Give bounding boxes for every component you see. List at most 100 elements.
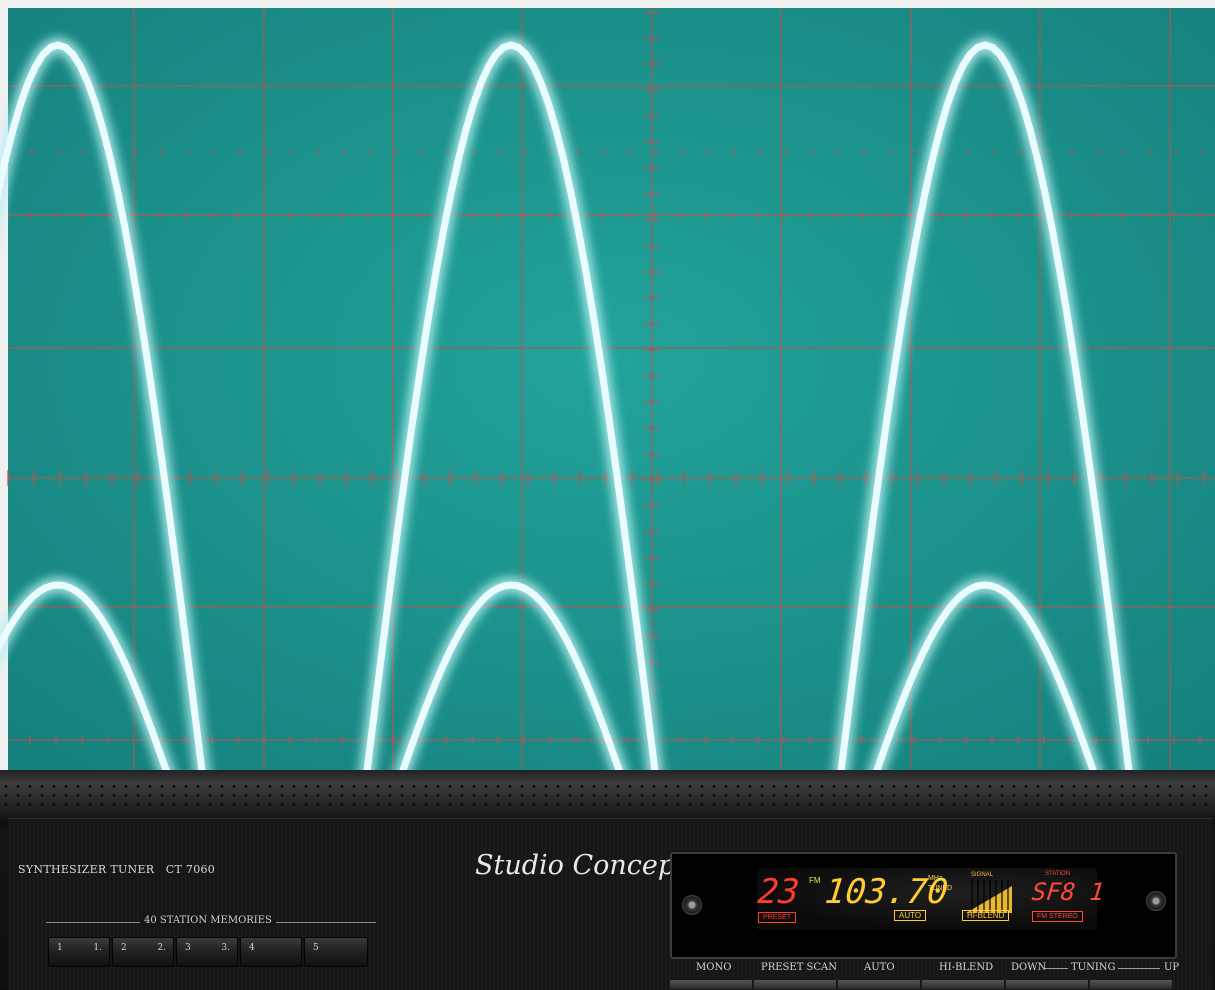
tuner-panel: SYNTHESIZER TUNER CT 7060 Studio Concept…: [0, 770, 1215, 990]
grid-dot: [342, 150, 346, 154]
down-label: DOWN: [1011, 962, 1047, 973]
memory-button-sublabel: 2.: [157, 943, 166, 953]
grid-dot: [1200, 150, 1204, 154]
grid-dot: [862, 150, 866, 154]
stereo-indicator: FM STEREO: [1032, 911, 1083, 922]
band-indicator: FM: [809, 876, 821, 885]
grid-dot: [1096, 150, 1100, 154]
hi-blend-indicator: HI-BLEND: [962, 910, 1010, 921]
memory-button-1[interactable]: 1 1.: [48, 937, 110, 967]
grid-dot: [316, 150, 320, 154]
grid-dot: [992, 150, 996, 154]
memory-button-5[interactable]: 5: [304, 937, 368, 967]
station-label: STATION: [1045, 871, 1071, 877]
memory-button-label: 1: [57, 943, 63, 953]
tuning-divider-left: [1044, 968, 1068, 969]
grid-dot: [1174, 150, 1178, 154]
preset-scan-button[interactable]: [754, 980, 836, 989]
grid-dot: [654, 150, 658, 154]
grid-dot: [1070, 150, 1074, 154]
preset-scan-label: PRESET SCAN: [761, 962, 838, 973]
waveform-trace: [0, 41, 1135, 789]
station-name: SF8 1: [1030, 878, 1106, 906]
hi-blend-label: HI-BLEND: [939, 962, 994, 973]
grid-dot: [264, 150, 268, 154]
grid-dot: [30, 150, 34, 154]
memory-button-4[interactable]: 4: [240, 937, 302, 967]
signal-strength-meter-icon: [966, 880, 1012, 913]
memory-button-row: 1 1. 2 2. 3 3. 4 5: [48, 937, 368, 967]
grid-dot: [836, 150, 840, 154]
grid-dot: [966, 150, 970, 154]
small-arches-trace: [0, 581, 1104, 789]
memory-button-label: 3: [185, 943, 191, 953]
oscilloscope-screen: [0, 0, 1215, 789]
tuner-display: 23 FM 103.70 MHz TUNED SIGNAL STATION SF…: [670, 852, 1177, 959]
grid-dot: [602, 150, 606, 154]
grid-dot: [914, 150, 918, 154]
grid-dot: [368, 150, 372, 154]
memory-button-label: 2: [121, 943, 127, 953]
grid-dot: [82, 150, 86, 154]
tuning-divider-right: [1118, 968, 1160, 969]
grid-dot: [290, 150, 294, 154]
function-buttons: [670, 980, 1172, 989]
grid-dot: [784, 150, 788, 154]
grid-dot: [1044, 150, 1048, 154]
grid-dot: [524, 150, 528, 154]
scope-grid: [8, 8, 1215, 789]
grid-dot: [810, 150, 814, 154]
grid-dot: [186, 150, 190, 154]
large-arches-trace: [0, 41, 1135, 789]
mono-button[interactable]: [670, 980, 752, 989]
tuning-label: TUNING: [1071, 962, 1116, 973]
signal-label: SIGNAL: [971, 872, 994, 878]
grid-dot: [420, 150, 424, 154]
grid-dot: [160, 150, 164, 154]
preset-indicator: PRESET: [758, 912, 797, 923]
mhz-unit: MHz: [928, 875, 943, 882]
ventilation-grille: [0, 782, 1215, 812]
grid-dot: [1122, 150, 1126, 154]
grid-dot: [550, 150, 554, 154]
memory-button-label: 4: [249, 943, 255, 953]
auto-button[interactable]: [838, 980, 920, 989]
model-label: SYNTHESIZER TUNER CT 7060: [18, 863, 216, 876]
tuning-down-button[interactable]: [1006, 980, 1088, 989]
grid-dot: [1148, 150, 1152, 154]
hi-blend-button[interactable]: [922, 980, 1004, 989]
memory-button-3[interactable]: 3 3.: [176, 937, 238, 967]
mono-label: MONO: [696, 962, 732, 973]
memory-button-label: 5: [313, 943, 319, 953]
left-display-screw-icon: [682, 895, 702, 915]
grid-dot: [446, 150, 450, 154]
tuned-indicator: TUNED: [928, 885, 953, 892]
grid-dot: [706, 150, 710, 154]
auto-label: AUTO: [864, 962, 895, 973]
display-glass-reflection: [757, 868, 1097, 930]
grid-dot: [888, 150, 892, 154]
up-label: UP: [1164, 962, 1180, 973]
grid-dot: [238, 150, 242, 154]
grid-dot: [732, 150, 736, 154]
auto-indicator: AUTO: [894, 910, 927, 921]
brand-logo: Studio Concept: [475, 850, 687, 881]
tuning-up-button[interactable]: [1090, 980, 1172, 989]
grid-dot: [394, 150, 398, 154]
grid-dot: [498, 150, 502, 154]
preset-number: 23: [755, 872, 802, 912]
grid-dot: [680, 150, 684, 154]
grid-dot: [1018, 150, 1022, 154]
grid-dot: [56, 150, 60, 154]
memory-button-sublabel: 3.: [221, 943, 230, 953]
button-labels: MONO PRESET SCAN AUTO HI-BLEND DOWN TUNI…: [670, 962, 1180, 976]
grid-dot: [472, 150, 476, 154]
memory-button-sublabel: 1.: [93, 943, 102, 953]
memory-button-2[interactable]: 2 2.: [112, 937, 174, 967]
grid-dot: [758, 150, 762, 154]
grid-dot: [628, 150, 632, 154]
grid-dot: [212, 150, 216, 154]
scope-grid-dots: [30, 150, 1204, 154]
right-display-screw-icon: [1146, 891, 1166, 911]
grid-dot: [134, 150, 138, 154]
